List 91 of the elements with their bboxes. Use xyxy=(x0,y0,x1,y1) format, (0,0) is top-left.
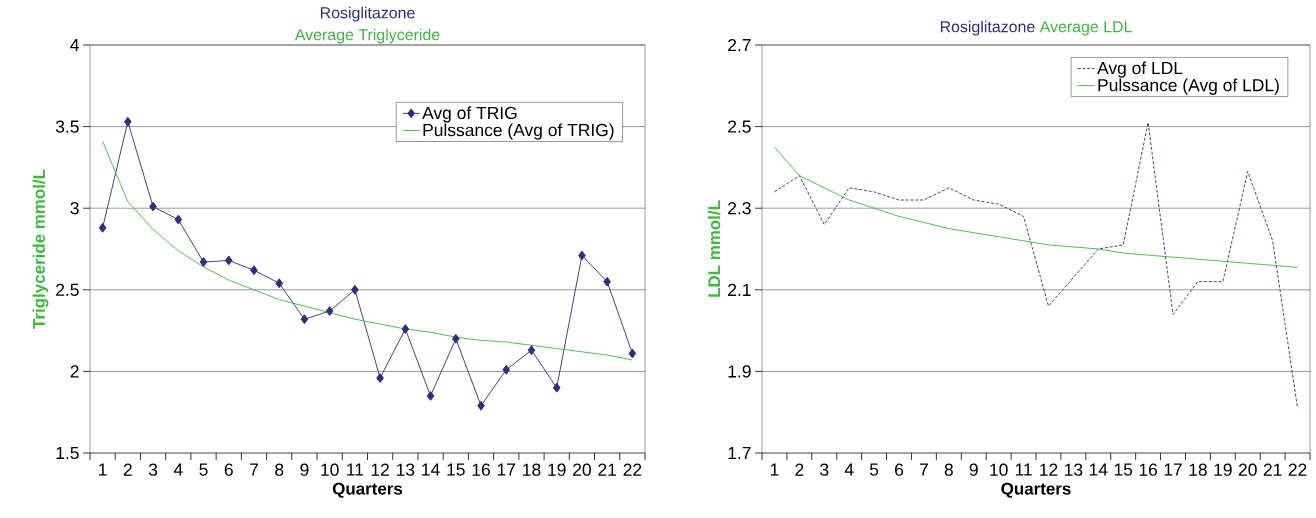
point xyxy=(401,324,410,334)
y-tick-label: 3.5 xyxy=(55,120,79,133)
x-tick-label: 12 xyxy=(1040,463,1058,476)
x-tick-label: 11 xyxy=(347,463,364,476)
legend-label: Pulssance (Avg of TRIG) xyxy=(423,123,614,140)
legend-label: Avg of LDL xyxy=(1097,61,1183,78)
x-axis-title: Quarters xyxy=(332,482,403,498)
x-tick-label: 3 xyxy=(820,463,829,476)
x-tick-label: 19 xyxy=(548,463,566,476)
x-tick-label: 9 xyxy=(300,463,309,476)
point xyxy=(451,333,460,344)
x-tick-label: 13 xyxy=(396,463,415,476)
x-tick-label: 4 xyxy=(844,463,854,476)
point xyxy=(149,201,157,212)
y-tick-label: 2 xyxy=(70,365,79,378)
x-tick-label: 15 xyxy=(447,463,465,476)
x-tick-label: 6 xyxy=(895,463,904,476)
y-tick-label: 3 xyxy=(70,202,79,215)
x-tick-label: 10 xyxy=(321,463,339,476)
legend-label: Avg of TRIG xyxy=(422,106,517,123)
y-axis-title: LDL mmol/L xyxy=(707,200,721,297)
x-tick-label: 7 xyxy=(250,463,258,476)
point xyxy=(628,348,637,359)
x-tick-label: 14 xyxy=(422,463,440,476)
y-tick-label: 1.9 xyxy=(728,365,751,378)
chart-title: Rosiglitazone xyxy=(940,20,1035,36)
x-tick-label: 3 xyxy=(148,463,158,476)
x-tick-label: 6 xyxy=(224,463,233,476)
x-tick-label: 19 xyxy=(1214,463,1232,476)
point xyxy=(376,373,384,383)
x-tick-label: 2 xyxy=(795,463,804,476)
point xyxy=(477,400,485,411)
x-tick-label: 16 xyxy=(1139,463,1158,476)
y-tick-label: 2.1 xyxy=(728,283,751,296)
x-tick-label: 1 xyxy=(770,463,779,476)
point xyxy=(325,306,334,316)
x-tick-label: 9 xyxy=(969,463,978,476)
y-axis-title: Triglyceride mmol/L xyxy=(32,169,49,329)
y-tick-label: 1.7 xyxy=(728,447,751,459)
x-tick-label: 14 xyxy=(1089,463,1108,476)
x-tick-label: 4 xyxy=(173,463,183,476)
x-tick-label: 11 xyxy=(1015,463,1032,476)
point xyxy=(527,345,536,356)
point xyxy=(174,214,183,225)
x-tick-label: 12 xyxy=(371,463,389,476)
x-tick-label: 15 xyxy=(1114,463,1133,476)
x-tick-label: 17 xyxy=(1164,463,1182,476)
x-tick-label: 18 xyxy=(523,463,541,476)
point xyxy=(552,382,561,393)
x-tick-label: 17 xyxy=(497,463,516,476)
point xyxy=(199,257,208,267)
x-tick-label: 21 xyxy=(1263,463,1282,476)
x-tick-label: 22 xyxy=(623,463,642,476)
x-tick-label: 22 xyxy=(1288,463,1307,476)
y-tick-label: 2.5 xyxy=(56,283,79,296)
point xyxy=(124,116,132,127)
point xyxy=(603,276,611,287)
x-axis-title: Quarters xyxy=(1001,482,1071,498)
point xyxy=(98,222,107,233)
x-tick-label: 1 xyxy=(99,463,107,476)
x-tick-label: 20 xyxy=(1238,463,1257,476)
x-tick-label: 8 xyxy=(944,463,953,476)
point xyxy=(578,250,586,261)
point xyxy=(275,278,284,289)
point xyxy=(224,255,233,266)
point xyxy=(300,314,309,325)
x-tick-label: 20 xyxy=(573,463,591,476)
x-tick-label: 18 xyxy=(1189,463,1207,476)
y-tick-label: 2.5 xyxy=(728,120,751,133)
x-tick-label: 16 xyxy=(472,463,490,476)
point xyxy=(502,364,511,375)
x-tick-label: 8 xyxy=(275,463,284,476)
x-tick-label: 21 xyxy=(598,463,617,476)
y-tick-label: 2.3 xyxy=(728,202,751,215)
x-tick-label: 5 xyxy=(199,463,208,476)
line-series xyxy=(774,122,1299,409)
legend-label: Pulssance (Avg of LDL) xyxy=(1098,78,1279,95)
point xyxy=(426,390,435,401)
x-tick-label: 7 xyxy=(919,463,928,476)
x-tick-label: 2 xyxy=(123,463,132,476)
x-tick-label: 10 xyxy=(990,463,1008,476)
point xyxy=(250,265,258,276)
y-tick-label: 4 xyxy=(70,38,79,51)
chart-subtitle: Average LDL xyxy=(1039,21,1132,36)
y-tick-label: 1.5 xyxy=(56,446,79,460)
x-tick-label: 13 xyxy=(1065,463,1083,476)
chart-subtitle: Average Triglyceride xyxy=(294,28,440,44)
y-tick-label: 2.7 xyxy=(728,38,751,52)
chart-title: Rosiglitazone xyxy=(320,6,415,22)
point xyxy=(351,284,359,295)
x-tick-label: 5 xyxy=(869,463,879,476)
